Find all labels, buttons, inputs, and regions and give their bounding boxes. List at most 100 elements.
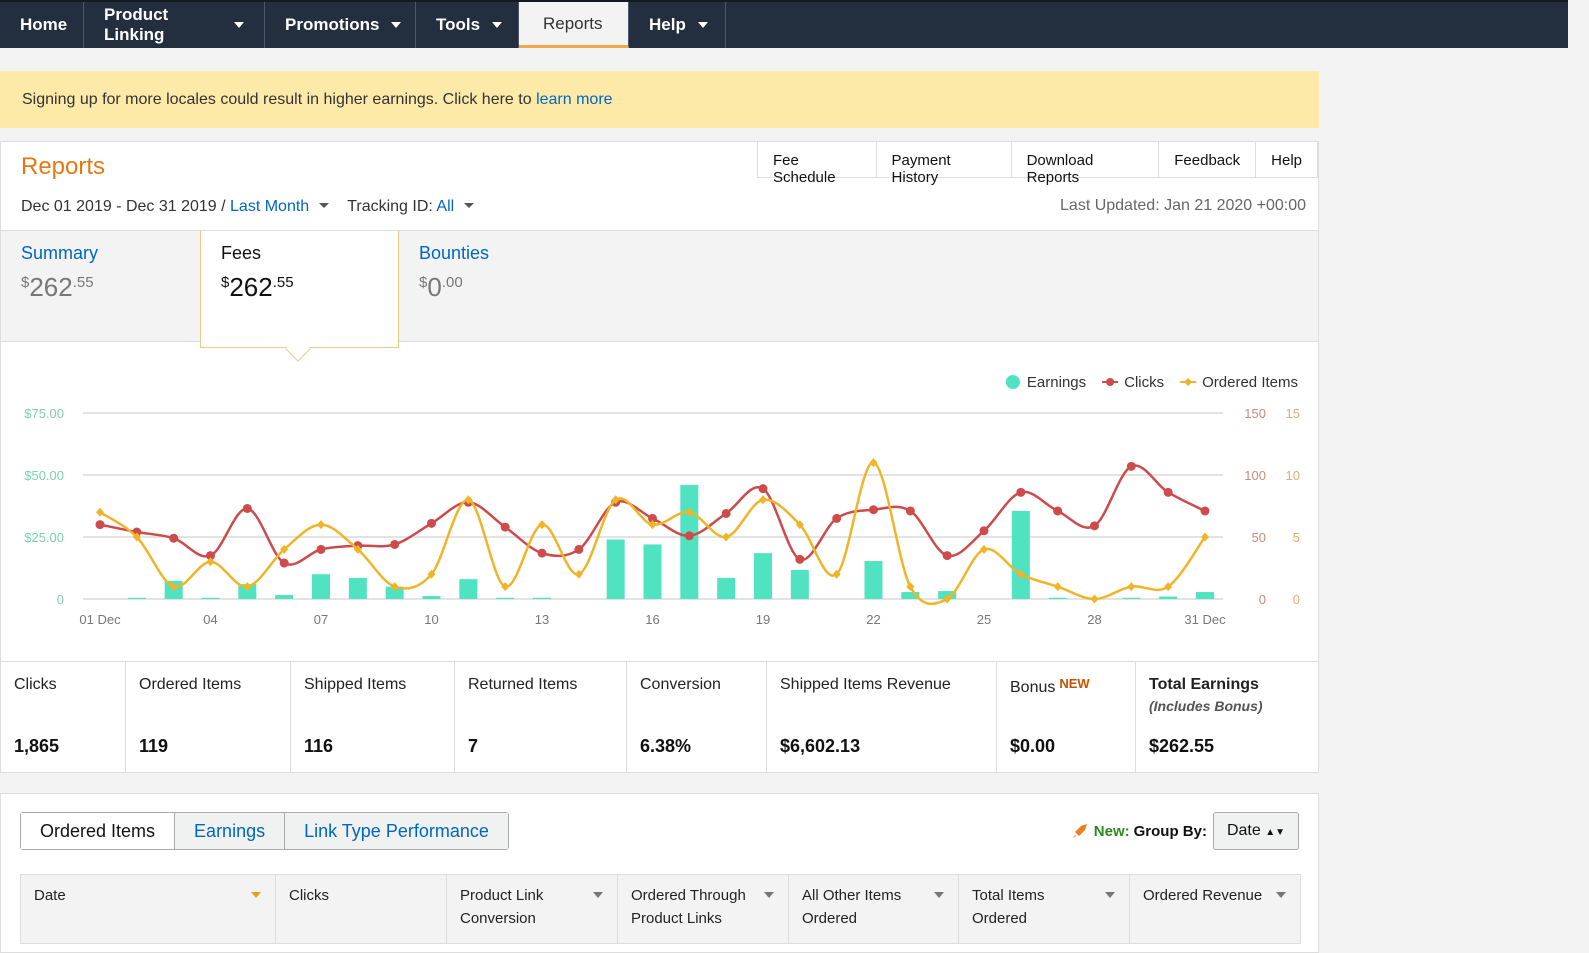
header-link[interactable]: Download Reports: [1010, 142, 1159, 186]
select-arrows: ▲▼: [1265, 827, 1285, 838]
bar: [606, 539, 625, 599]
point: [317, 520, 325, 530]
stat-cell: Conversion 6.38%: [626, 662, 766, 773]
bar: [275, 595, 294, 599]
detail-tab[interactable]: Ordered Items: [21, 813, 175, 849]
header-link[interactable]: Fee Schedule: [773, 152, 836, 186]
y2-tick-label: 100: [1244, 468, 1266, 483]
tab-name: Summary: [21, 243, 99, 263]
nav-item[interactable]: Help: [629, 2, 726, 48]
legend-swatch: [1106, 378, 1115, 386]
sort-caret: [764, 892, 774, 898]
caret: [697, 22, 708, 28]
point: [427, 518, 436, 528]
tracking-label: Tracking ID:: [347, 198, 433, 215]
summary-tab[interactable]: Bounties $0.00: [399, 231, 598, 343]
column-header[interactable]: Product Link Conversion: [446, 875, 617, 943]
nav-label: Help: [649, 15, 686, 34]
point: [280, 544, 289, 554]
column-header[interactable]: Ordered Through Product Links: [617, 875, 788, 943]
point: [611, 495, 620, 505]
currency: $: [221, 274, 230, 291]
nav-label: Reports: [543, 13, 603, 33]
bar: [533, 597, 551, 599]
bar: [1196, 592, 1214, 599]
stat-label: Clicks: [14, 676, 57, 693]
y2-tick-label: 150: [1244, 406, 1266, 421]
y2-tick-label: 0: [1259, 592, 1266, 607]
point: [648, 513, 657, 523]
nav-item[interactable]: Tools: [416, 2, 519, 48]
column-label: Clicks: [289, 887, 329, 904]
header-link[interactable]: Help: [1255, 142, 1317, 177]
point: [721, 508, 731, 518]
nav-item[interactable]: Home: [0, 2, 84, 48]
header-link[interactable]: Feedback: [1158, 142, 1255, 177]
column-header[interactable]: Ordered Revenue: [1129, 875, 1300, 943]
point: [206, 557, 215, 567]
point: [1127, 582, 1136, 592]
point: [759, 495, 767, 505]
nav-label: Home: [20, 15, 68, 34]
group-label: Group By:: [1133, 822, 1207, 840]
x-tick-label: 16: [645, 612, 659, 627]
column-header[interactable]: Total Items Ordered: [958, 875, 1129, 943]
learn-more-link[interactable]: learn more: [536, 91, 613, 108]
x-tick-label: 19: [756, 612, 770, 627]
summary-tab[interactable]: Fees $262.55: [200, 231, 399, 362]
nav-item[interactable]: Product Linking: [84, 2, 265, 48]
group-select[interactable]: Date ▲▼: [1212, 812, 1299, 850]
point: [905, 506, 915, 516]
currency: $: [419, 274, 428, 291]
stat-cell: Clicks 1,865: [1, 662, 125, 773]
point: [1053, 582, 1062, 592]
period-select[interactable]: Last Month: [230, 198, 310, 215]
point: [943, 594, 952, 604]
nav-item[interactable]: Reports: [519, 2, 629, 48]
point: [574, 544, 584, 554]
tab-name: Bounties: [419, 243, 490, 263]
header-link[interactable]: Payment History: [875, 142, 1011, 186]
point: [795, 520, 804, 530]
stats-row: Clicks 1,865 Ordered Items 119 Shipped Items…: [1, 661, 1318, 773]
column-header[interactable]: Clicks: [275, 875, 446, 943]
stat-note: (Includes Bonus): [1149, 698, 1263, 714]
stat-label: Returned Items: [468, 676, 578, 693]
point: [390, 539, 400, 549]
column-header[interactable]: All Other Items Ordered: [788, 875, 958, 943]
stat-value: $6,602.13: [780, 736, 861, 756]
nav-label: Product Linking: [104, 5, 169, 44]
point: [979, 526, 989, 536]
y3-tick-label: 0: [1293, 592, 1300, 607]
column-header[interactable]: Date: [21, 875, 275, 943]
banner: Signing up for more locales could result…: [0, 71, 1319, 128]
point: [574, 569, 583, 579]
stat-value: 6.38%: [640, 736, 692, 756]
point: [1016, 569, 1025, 579]
point: [832, 569, 841, 579]
whole: 262: [29, 272, 73, 302]
tracking-select[interactable]: All: [436, 198, 455, 215]
stat-cell: Ordered Items 119: [125, 662, 290, 773]
legend-label: Clicks: [1124, 374, 1164, 391]
y-tick-label: 0: [57, 592, 64, 607]
reports-title: Reports: [21, 153, 106, 180]
bar: [422, 596, 441, 599]
nav-item[interactable]: Promotions: [265, 2, 416, 48]
stat-label: Ordered Items: [139, 676, 242, 693]
x-tick-label: 07: [314, 612, 328, 627]
x-tick-label: 04: [203, 612, 217, 627]
stat-value: 116: [304, 736, 334, 756]
point: [1053, 506, 1063, 516]
bar: [1048, 597, 1067, 599]
detail-tab[interactable]: Earnings: [174, 813, 285, 849]
point: [906, 582, 915, 592]
detail-tab[interactable]: Link Type Performance: [284, 813, 508, 849]
cents: .55: [272, 274, 294, 291]
stat-cell: Bonus NEW $0.00: [996, 662, 1135, 773]
legend-swatch: [1184, 378, 1193, 386]
bar: [385, 586, 404, 599]
y-tick-label: $75.00: [24, 406, 64, 421]
summary-tab[interactable]: Summary $262.55: [1, 231, 200, 343]
x-tick-label: 31 Dec: [1184, 612, 1226, 627]
